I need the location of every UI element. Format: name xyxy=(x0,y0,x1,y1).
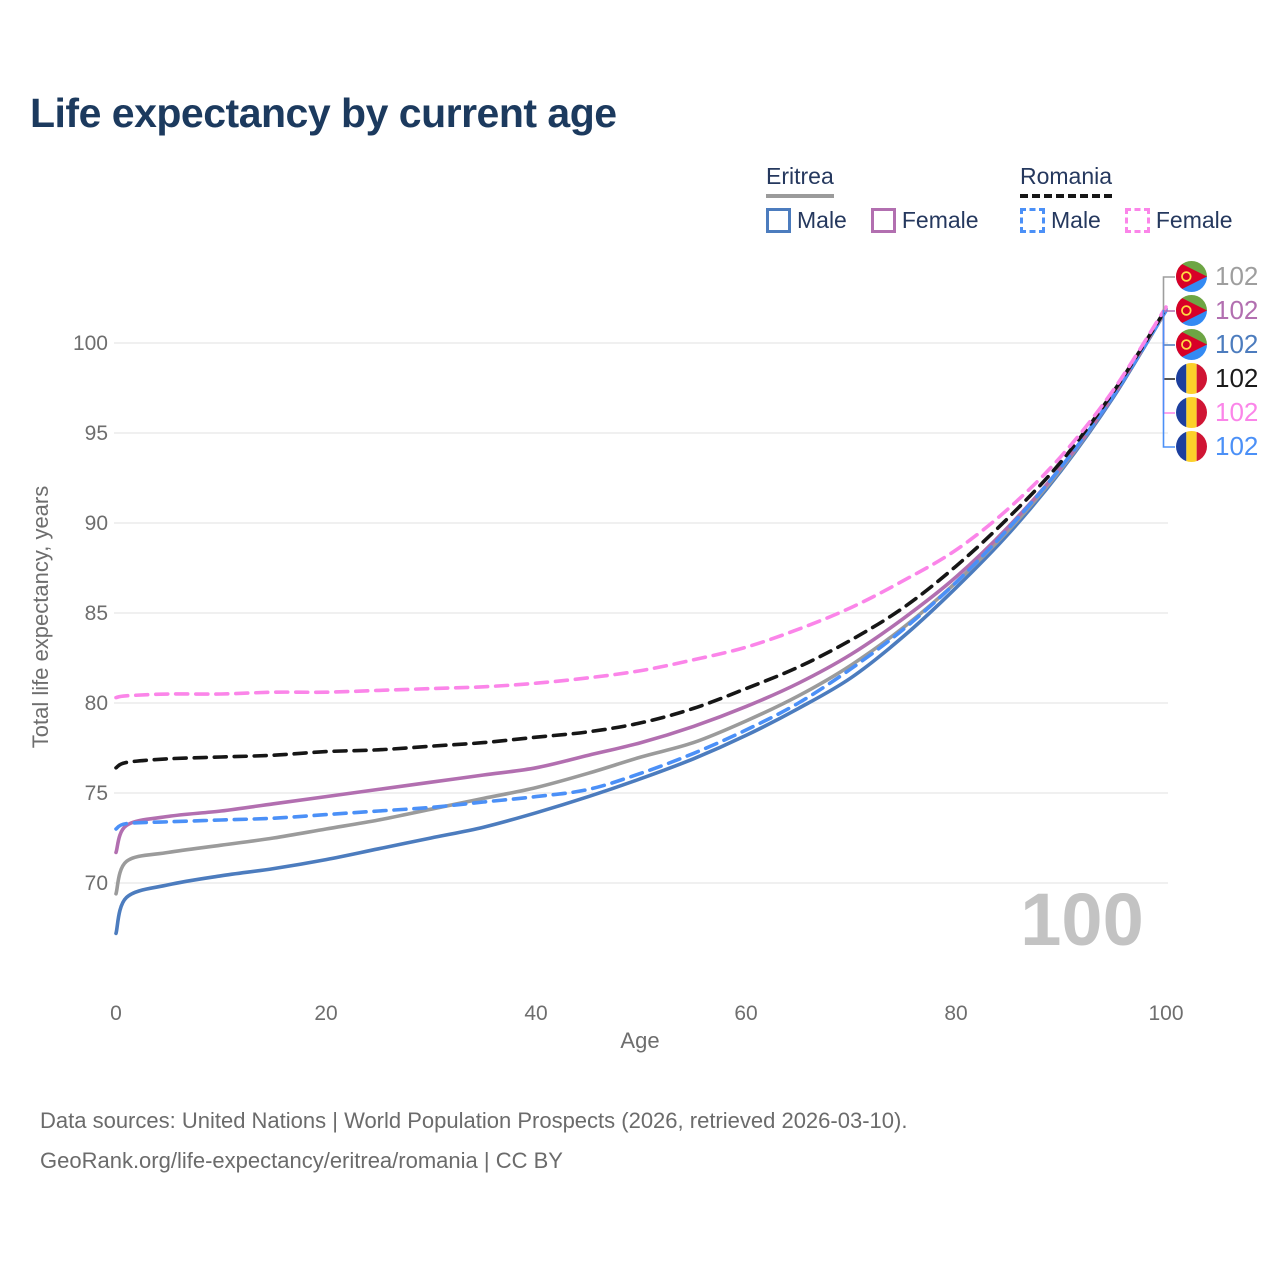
y-axis-title: Total life expectancy, years xyxy=(28,486,53,749)
end-label-eritrea-female: 102 xyxy=(1176,295,1258,326)
romania-male-swatch[interactable] xyxy=(1020,208,1045,233)
line-eritrea-female[interactable] xyxy=(114,307,1168,855)
x-tick-40: 40 xyxy=(524,1002,547,1025)
x-tick-0: 0 xyxy=(110,1002,122,1025)
end-value: 102 xyxy=(1215,295,1259,325)
legend-group-eritrea: Eritrea Male Female xyxy=(766,163,1003,234)
romania-flag-icon xyxy=(1176,431,1207,462)
y-tick-80: 80 xyxy=(85,692,108,715)
x-tick-100: 100 xyxy=(1148,1002,1183,1025)
x-tick-60: 60 xyxy=(734,1002,757,1025)
end-value: 102 xyxy=(1215,261,1259,291)
romania-flag-icon xyxy=(1176,363,1207,394)
y-tick-75: 75 xyxy=(85,782,108,805)
line-eritrea-both-sexes[interactable] xyxy=(114,308,1168,896)
x-tick-20: 20 xyxy=(314,1002,337,1025)
romania-line-style-sample xyxy=(1020,194,1113,198)
end-value: 102 xyxy=(1215,397,1259,427)
legend-country-label-eritrea: Eritrea xyxy=(766,163,834,189)
end-label-connector-5 xyxy=(1162,310,1175,448)
end-label-eritrea-male: 102 xyxy=(1176,329,1258,360)
y-tick-90: 90 xyxy=(85,512,108,535)
end-label-romania-both-sexes: 102 xyxy=(1176,363,1258,394)
end-label-romania-female: 102 xyxy=(1176,397,1258,428)
end-label-romania-male: 102 xyxy=(1176,431,1258,462)
end-label-connector-0 xyxy=(1162,276,1175,310)
x-tick-80: 80 xyxy=(944,1002,967,1025)
eritrea-flag-icon xyxy=(1176,329,1207,360)
end-label-eritrea-both-sexes: 102 xyxy=(1176,261,1258,292)
hover-age-watermark: 100 xyxy=(1020,878,1143,961)
romania-female-label[interactable]: Female xyxy=(1155,207,1233,233)
eritrea-female-swatch[interactable] xyxy=(870,208,896,233)
y-tick-70: 70 xyxy=(85,872,108,895)
legend-group-romania: Romania Male Female xyxy=(1020,163,1257,234)
data-sources-text: Data sources: United Nations | World Pop… xyxy=(40,1108,908,1133)
end-value: 102 xyxy=(1215,431,1259,461)
eritrea-line-style-sample xyxy=(766,194,834,198)
legend-country-label-romania: Romania xyxy=(1020,163,1113,189)
attribution-link[interactable]: GeoRank.org/life-expectancy/eritrea/roma… xyxy=(40,1148,563,1173)
x-axis-title: Age xyxy=(620,1028,659,1053)
eritrea-male-swatch[interactable] xyxy=(766,208,791,233)
eritrea-flag-icon xyxy=(1176,295,1207,326)
line-romania-both-sexes[interactable] xyxy=(114,307,1168,770)
end-value: 102 xyxy=(1215,363,1259,393)
legend-row-romania: Male Female xyxy=(1020,207,1257,234)
eritrea-flag-icon xyxy=(1176,261,1207,292)
legend-row-eritrea: Male Female xyxy=(766,207,1003,234)
line-romania-male[interactable] xyxy=(114,308,1168,831)
legend-country-romania[interactable]: Romania xyxy=(1020,163,1113,198)
y-tick-100: 100 xyxy=(73,332,108,355)
romania-male-label[interactable]: Male xyxy=(1051,207,1101,233)
y-tick-85: 85 xyxy=(85,602,108,625)
page-title: Life expectancy by current age xyxy=(30,90,617,136)
line-eritrea-male[interactable] xyxy=(114,308,1168,936)
end-label-connector-4 xyxy=(1162,310,1175,414)
eritrea-male-label[interactable]: Male xyxy=(797,207,847,233)
legend-country-eritrea[interactable]: Eritrea xyxy=(766,163,834,198)
romania-female-swatch[interactable] xyxy=(1124,208,1150,233)
end-value: 102 xyxy=(1215,329,1259,359)
eritrea-female-label[interactable]: Female xyxy=(901,207,979,233)
romania-flag-icon xyxy=(1176,397,1207,428)
line-romania-female[interactable] xyxy=(114,305,1168,700)
y-tick-95: 95 xyxy=(85,422,108,445)
